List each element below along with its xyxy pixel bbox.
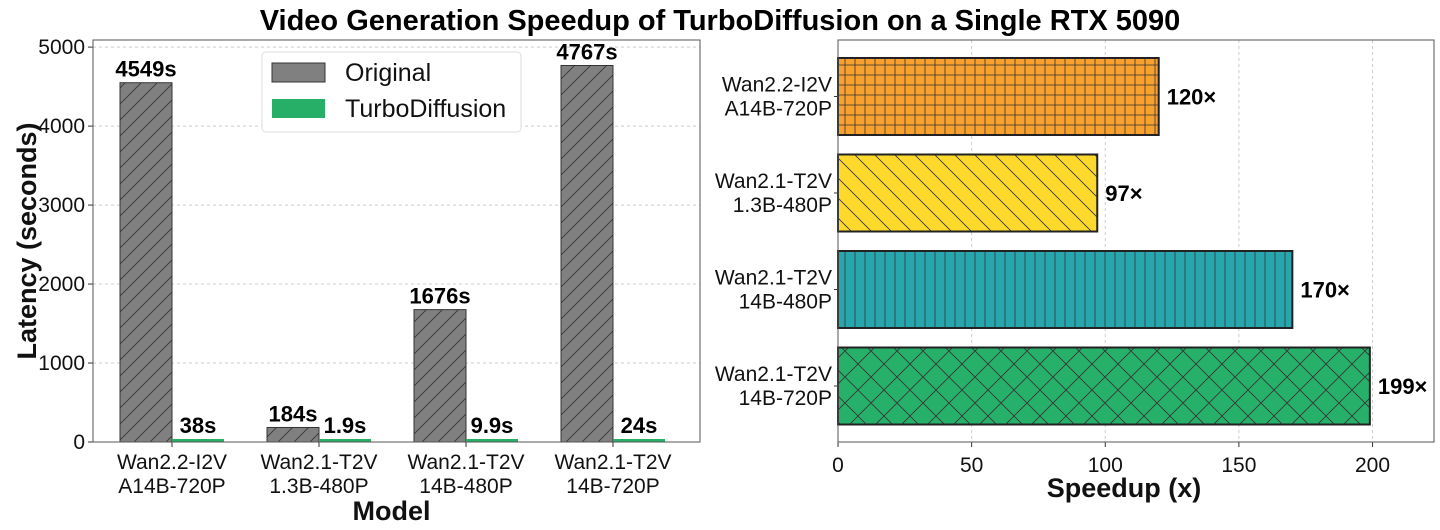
data-label: 24s bbox=[621, 413, 658, 438]
bar-hatch bbox=[837, 57, 1160, 136]
bar-turbodiffusion-edge bbox=[319, 439, 371, 442]
data-label: 4549s bbox=[115, 57, 176, 82]
x-axis-label: Speedup (x) bbox=[1047, 473, 1202, 503]
x-tick-label: 1.3B-480P bbox=[269, 475, 368, 498]
x-tick-label: A14B-720P bbox=[118, 475, 225, 498]
x-tick-label: 14B-720P bbox=[566, 475, 659, 498]
bar-turbodiffusion-edge bbox=[172, 438, 224, 442]
y-tick-label: A14B-720P bbox=[725, 98, 832, 121]
plot-frame bbox=[92, 39, 701, 443]
legend: Original TurboDiffusion bbox=[261, 51, 522, 133]
data-label: 97× bbox=[1105, 181, 1142, 206]
x-tick-label: Wan2.1-T2V bbox=[260, 451, 377, 474]
data-label: 1676s bbox=[409, 284, 470, 309]
x-tick-label: 100 bbox=[1088, 454, 1123, 477]
x-tick-label: 50 bbox=[960, 454, 983, 477]
x-tick-label: 200 bbox=[1355, 454, 1390, 477]
bar-turbodiffusion-edge bbox=[613, 439, 665, 442]
bar-hatch bbox=[837, 153, 1099, 233]
figure-title: Video Generation Speedup of TurboDiffusi… bbox=[260, 5, 1181, 37]
legend-label: TurboDiffusion bbox=[345, 95, 506, 123]
x-tick-label: Wan2.2-I2V bbox=[117, 451, 227, 474]
data-label: 184s bbox=[269, 401, 318, 426]
y-tick-label: 4000 bbox=[38, 115, 85, 138]
y-tick-label: Wan2.2-I2V bbox=[722, 74, 832, 97]
y-tick-label: 5000 bbox=[38, 36, 85, 59]
y-tick-label: Wan2.1-T2V bbox=[715, 170, 832, 193]
x-tick-label: 0 bbox=[832, 454, 844, 477]
y-tick-label: 14B-480P bbox=[739, 291, 832, 314]
y-axis-label: Latency (seconds) bbox=[12, 122, 42, 359]
x-tick-label: Wan2.1-T2V bbox=[554, 451, 671, 474]
legend-swatch bbox=[272, 99, 325, 118]
data-label: 1.9s bbox=[324, 413, 367, 438]
x-tick-label: 150 bbox=[1221, 454, 1256, 477]
bar-hatch bbox=[837, 250, 1294, 329]
data-label: 199× bbox=[1378, 374, 1428, 399]
bar-hatch bbox=[120, 82, 172, 443]
bar-hatch bbox=[561, 65, 613, 443]
plot-frame bbox=[837, 39, 1435, 443]
x-tick-label: 14B-480P bbox=[419, 475, 512, 498]
legend-frame bbox=[261, 51, 522, 133]
x-axis-label: Model bbox=[353, 496, 431, 526]
bar-hatch bbox=[414, 309, 466, 442]
x-tick-label: Wan2.1-T2V bbox=[407, 451, 524, 474]
data-label: 38s bbox=[180, 413, 217, 438]
legend-swatch bbox=[271, 62, 326, 83]
y-tick-label: Wan2.1-T2V bbox=[715, 363, 832, 386]
y-tick-label: 2000 bbox=[38, 273, 85, 296]
data-label: 4767s bbox=[556, 40, 617, 65]
bar-hatch bbox=[837, 346, 1371, 426]
data-label: 9.9s bbox=[471, 413, 514, 438]
legend-label: Original bbox=[345, 59, 431, 87]
y-tick-label: 1.3B-480P bbox=[733, 194, 832, 217]
y-tick-label: 3000 bbox=[38, 194, 85, 217]
y-tick-label: Wan2.1-T2V bbox=[715, 267, 832, 290]
bar-turbodiffusion-edge bbox=[466, 439, 518, 442]
y-tick-label: 14B-720P bbox=[739, 387, 832, 410]
bar-hatch bbox=[267, 427, 319, 442]
y-tick-label: 0 bbox=[73, 431, 85, 454]
y-tick-label: 1000 bbox=[38, 352, 85, 375]
data-label: 120× bbox=[1167, 85, 1217, 110]
data-label: 170× bbox=[1300, 278, 1350, 303]
